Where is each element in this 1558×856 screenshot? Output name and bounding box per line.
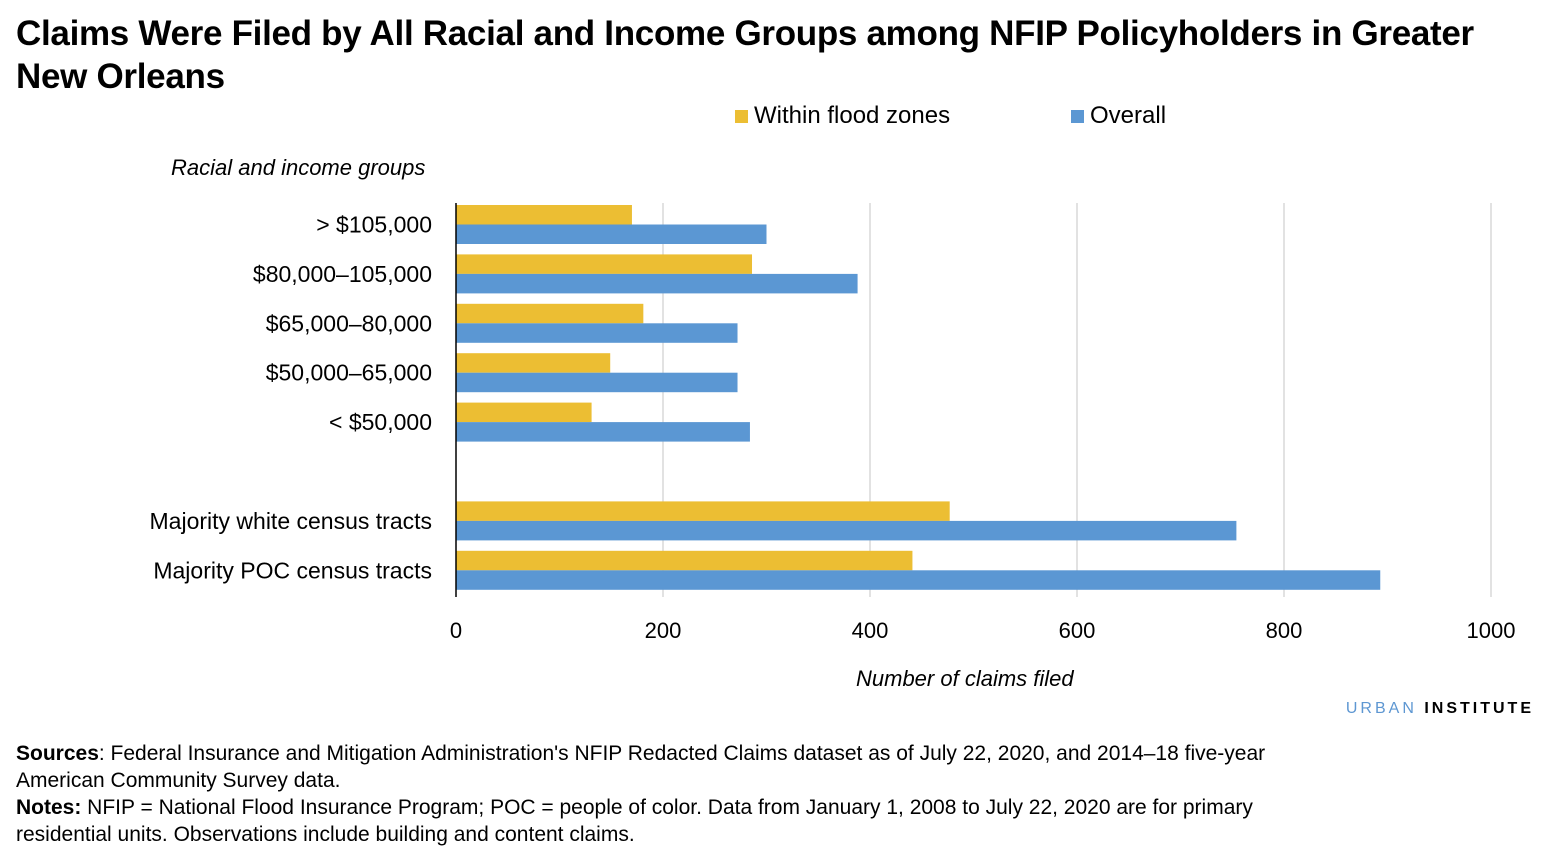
bar-within-flood-zones	[456, 550, 913, 571]
bar-overall	[456, 570, 1381, 590]
x-tick-label: 0	[450, 618, 462, 643]
bar-overall	[456, 520, 1237, 541]
notes: Notes: NFIP = National Flood Insurance P…	[16, 796, 1253, 846]
chart-title: Claims Were Filed by All Racial and Inco…	[16, 14, 1474, 96]
y-tick-label: $80,000–105,000	[253, 261, 432, 287]
y-axis-title: Racial and income groups	[171, 155, 426, 180]
bar-within-flood-zones	[456, 303, 644, 324]
bar-overall	[456, 422, 750, 442]
bar-overall	[456, 273, 858, 294]
legend-label: Within flood zones	[754, 102, 951, 129]
bar-within-flood-zones	[456, 501, 950, 521]
bar-within-flood-zones	[456, 353, 611, 373]
y-tick-label: Majority white census tracts	[150, 508, 432, 534]
x-tick-label: 600	[1059, 618, 1096, 643]
x-axis-title: Number of claims filed	[856, 666, 1074, 691]
legend-swatch-blue	[1071, 109, 1084, 123]
y-tick-label: Majority POC census tracts	[153, 557, 432, 583]
bar-overall	[456, 372, 738, 393]
x-tick-label: 200	[645, 618, 682, 643]
bar-within-flood-zones	[456, 254, 753, 274]
bar-within-flood-zones	[456, 402, 592, 423]
legend-item-within-flood-zones: Within flood zones	[735, 102, 950, 130]
y-tick-label: > $105,000	[316, 212, 432, 238]
footer: Sources: Federal Insurance and Mitigatio…	[16, 740, 1316, 848]
legend-swatch-yellow	[735, 109, 748, 123]
y-tick-label: $65,000–80,000	[266, 310, 432, 336]
legend-label: Overall	[1090, 102, 1167, 129]
bar-overall	[456, 323, 738, 343]
x-tick-label: 1000	[1467, 618, 1516, 643]
y-tick-label: < $50,000	[329, 409, 432, 435]
sources-note: Sources: Federal Insurance and Mitigatio…	[16, 742, 1266, 792]
bar-within-flood-zones	[456, 205, 632, 225]
urban-institute-logo: URBAN INSTITUTE	[1345, 700, 1534, 717]
bar-overall	[456, 224, 767, 244]
y-tick-label: $50,000–65,000	[266, 360, 432, 386]
x-tick-label: 400	[852, 618, 889, 643]
legend-item-overall: Overall	[1071, 102, 1166, 130]
x-tick-label: 800	[1266, 618, 1303, 643]
